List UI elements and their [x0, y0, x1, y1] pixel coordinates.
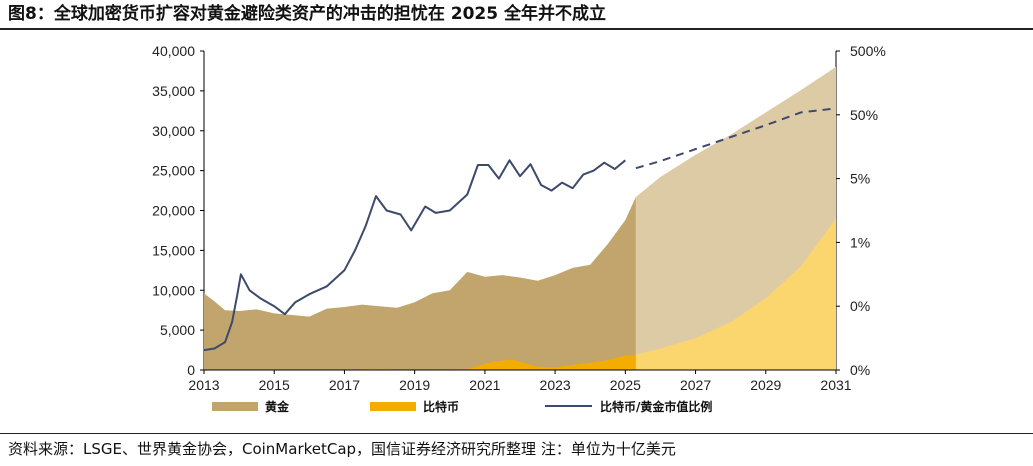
- legend-label-bitcoin: 比特币: [423, 399, 459, 414]
- x-tick-label: 2027: [680, 377, 711, 393]
- y2-tick-label: 0%: [850, 298, 870, 314]
- x-tick-label: 2031: [820, 377, 851, 393]
- x-tick-label: 2013: [188, 377, 219, 393]
- x-tick-label: 2015: [259, 377, 290, 393]
- y-tick-label: 30,000: [152, 123, 195, 139]
- legend-label-gold: 黄金: [265, 399, 290, 414]
- y2-tick-label: 500%: [850, 43, 886, 59]
- x-tick-label: 2025: [610, 377, 641, 393]
- figure-title: 图8：全球加密货币扩容对黄金避险类资产的冲击的担忧在 2025 全年并不成立: [8, 4, 606, 24]
- x-tick-label: 2017: [329, 377, 360, 393]
- legend-swatch-bitcoin: [370, 402, 416, 411]
- y-tick-label: 15,000: [152, 242, 195, 258]
- title-rule: [0, 28, 1033, 30]
- source-note: 资料来源：LSGE、世界黄金协会，CoinMarketCap，国信证券经济研究所…: [8, 440, 676, 458]
- y2-tick-label: 1%: [850, 234, 870, 250]
- legend-label-ratio: 比特币/黄金市值比例: [600, 399, 712, 414]
- y-tick-label: 25,000: [152, 163, 195, 179]
- x-tick-label: 2023: [540, 377, 571, 393]
- y2-tick-label: 50%: [850, 107, 878, 123]
- bitcoin-area: [204, 354, 636, 370]
- y-tick-label: 20,000: [152, 203, 195, 219]
- x-tick-label: 2021: [469, 377, 500, 393]
- x-tick-label: 2029: [750, 377, 781, 393]
- y-tick-label: 40,000: [152, 43, 195, 59]
- gold-area: [204, 196, 636, 370]
- footer-rule: [0, 433, 1033, 434]
- y-tick-label: 5,000: [160, 322, 195, 338]
- legend-swatch-gold: [212, 402, 258, 411]
- y2-tick-label: 0%: [850, 362, 870, 378]
- y2-tick-label: 5%: [850, 171, 870, 187]
- y-tick-label: 10,000: [152, 282, 195, 298]
- ratio-line: [203, 159, 626, 352]
- ratio-projection-line: [635, 107, 837, 170]
- x-tick-label: 2019: [399, 377, 430, 393]
- y-tick-label: 35,000: [152, 83, 195, 99]
- bitcoin-projection-area: [635, 218, 836, 370]
- y-tick-label: 0: [187, 362, 195, 378]
